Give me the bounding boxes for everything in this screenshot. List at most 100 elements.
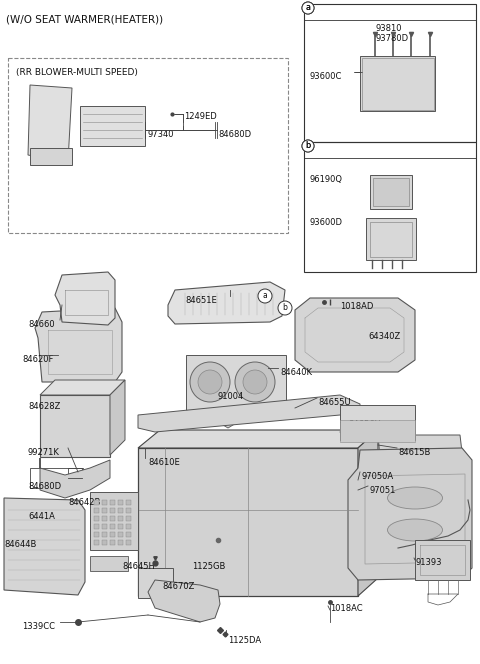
Text: 97050A: 97050A bbox=[362, 472, 394, 481]
Text: 91004: 91004 bbox=[218, 392, 244, 401]
Text: (W/O SEAT WARMER(HEATER)): (W/O SEAT WARMER(HEATER)) bbox=[6, 14, 163, 24]
Text: 84651E: 84651E bbox=[185, 296, 217, 305]
Text: 1249ED: 1249ED bbox=[184, 112, 217, 121]
Polygon shape bbox=[348, 448, 472, 580]
Polygon shape bbox=[295, 298, 415, 372]
Text: 1125GB: 1125GB bbox=[192, 562, 226, 571]
Polygon shape bbox=[30, 148, 72, 165]
Polygon shape bbox=[138, 430, 378, 448]
Text: 84645H: 84645H bbox=[122, 562, 155, 571]
Text: 84642B: 84642B bbox=[68, 498, 100, 507]
Text: b: b bbox=[305, 141, 311, 151]
Text: 1018AD: 1018AD bbox=[340, 302, 373, 311]
Circle shape bbox=[243, 370, 267, 394]
Bar bbox=[362, 58, 434, 110]
Text: 1339CC: 1339CC bbox=[22, 622, 55, 631]
Text: 93780D: 93780D bbox=[375, 34, 408, 43]
Bar bbox=[90, 492, 138, 550]
Text: (RR BLOWER-MULTI SPEED): (RR BLOWER-MULTI SPEED) bbox=[16, 68, 138, 77]
Bar bbox=[118, 500, 123, 505]
Polygon shape bbox=[4, 498, 85, 595]
Polygon shape bbox=[40, 380, 125, 395]
Text: 84660: 84660 bbox=[28, 320, 55, 329]
Polygon shape bbox=[28, 85, 72, 162]
Text: 84680D: 84680D bbox=[28, 482, 61, 491]
Bar bbox=[340, 405, 415, 440]
Text: 99271K: 99271K bbox=[28, 448, 60, 457]
Text: 96190Q: 96190Q bbox=[310, 175, 343, 184]
Text: b: b bbox=[306, 141, 311, 151]
Text: 91393: 91393 bbox=[416, 558, 443, 567]
Bar bbox=[366, 218, 416, 260]
Circle shape bbox=[190, 362, 230, 402]
Bar bbox=[126, 532, 131, 537]
Text: b: b bbox=[283, 303, 288, 313]
Bar bbox=[102, 540, 107, 545]
Bar bbox=[102, 532, 107, 537]
Text: 93600D: 93600D bbox=[310, 218, 343, 227]
Bar bbox=[110, 524, 115, 529]
Text: 84680D: 84680D bbox=[218, 130, 251, 139]
Text: 84670Z: 84670Z bbox=[162, 582, 194, 591]
Bar bbox=[126, 508, 131, 513]
Polygon shape bbox=[218, 410, 238, 428]
Bar bbox=[360, 56, 435, 111]
Text: 1018AC: 1018AC bbox=[330, 604, 362, 613]
Bar bbox=[304, 142, 476, 272]
Text: 93600C: 93600C bbox=[310, 72, 342, 81]
Bar bbox=[110, 532, 115, 537]
Bar bbox=[340, 420, 415, 442]
Bar bbox=[415, 540, 470, 580]
Polygon shape bbox=[148, 580, 220, 622]
Circle shape bbox=[302, 2, 314, 14]
Bar bbox=[126, 524, 131, 529]
Ellipse shape bbox=[387, 519, 443, 541]
Text: 64340Z: 64340Z bbox=[368, 332, 400, 341]
Bar bbox=[118, 532, 123, 537]
Text: 84610E: 84610E bbox=[148, 458, 180, 467]
Text: 84615B: 84615B bbox=[398, 448, 431, 457]
Bar bbox=[8, 58, 288, 233]
Bar bbox=[110, 508, 115, 513]
Bar bbox=[118, 516, 123, 521]
Bar bbox=[102, 516, 107, 521]
Text: 97051: 97051 bbox=[370, 486, 396, 495]
Bar bbox=[94, 500, 99, 505]
Text: 84644B: 84644B bbox=[4, 540, 36, 549]
Text: 84628Z: 84628Z bbox=[28, 402, 60, 411]
Polygon shape bbox=[40, 458, 110, 498]
Bar bbox=[186, 355, 286, 410]
Text: a: a bbox=[305, 3, 311, 13]
Bar bbox=[40, 395, 110, 457]
Circle shape bbox=[302, 2, 314, 14]
Text: 6441A: 6441A bbox=[28, 512, 55, 521]
Bar bbox=[94, 540, 99, 545]
Circle shape bbox=[258, 289, 272, 303]
Bar bbox=[30, 468, 82, 488]
Bar bbox=[94, 516, 99, 521]
Circle shape bbox=[278, 301, 292, 315]
Text: 93810: 93810 bbox=[375, 24, 401, 33]
Bar bbox=[110, 500, 115, 505]
Bar bbox=[68, 468, 83, 488]
Bar bbox=[370, 175, 412, 209]
Polygon shape bbox=[378, 435, 462, 458]
Bar bbox=[118, 508, 123, 513]
Bar bbox=[126, 516, 131, 521]
Bar bbox=[138, 568, 173, 598]
Text: 84620F: 84620F bbox=[22, 355, 53, 364]
Bar bbox=[373, 178, 409, 206]
Bar bbox=[138, 448, 358, 596]
Bar bbox=[118, 540, 123, 545]
Circle shape bbox=[235, 362, 275, 402]
Bar bbox=[94, 508, 99, 513]
Ellipse shape bbox=[387, 487, 443, 509]
Bar bbox=[110, 540, 115, 545]
Bar bbox=[110, 516, 115, 521]
Text: a: a bbox=[263, 291, 267, 301]
Text: 1125DA: 1125DA bbox=[228, 636, 261, 645]
Circle shape bbox=[302, 140, 314, 152]
Text: a: a bbox=[306, 3, 311, 13]
Bar bbox=[370, 222, 412, 257]
Text: 84614B: 84614B bbox=[348, 432, 380, 441]
